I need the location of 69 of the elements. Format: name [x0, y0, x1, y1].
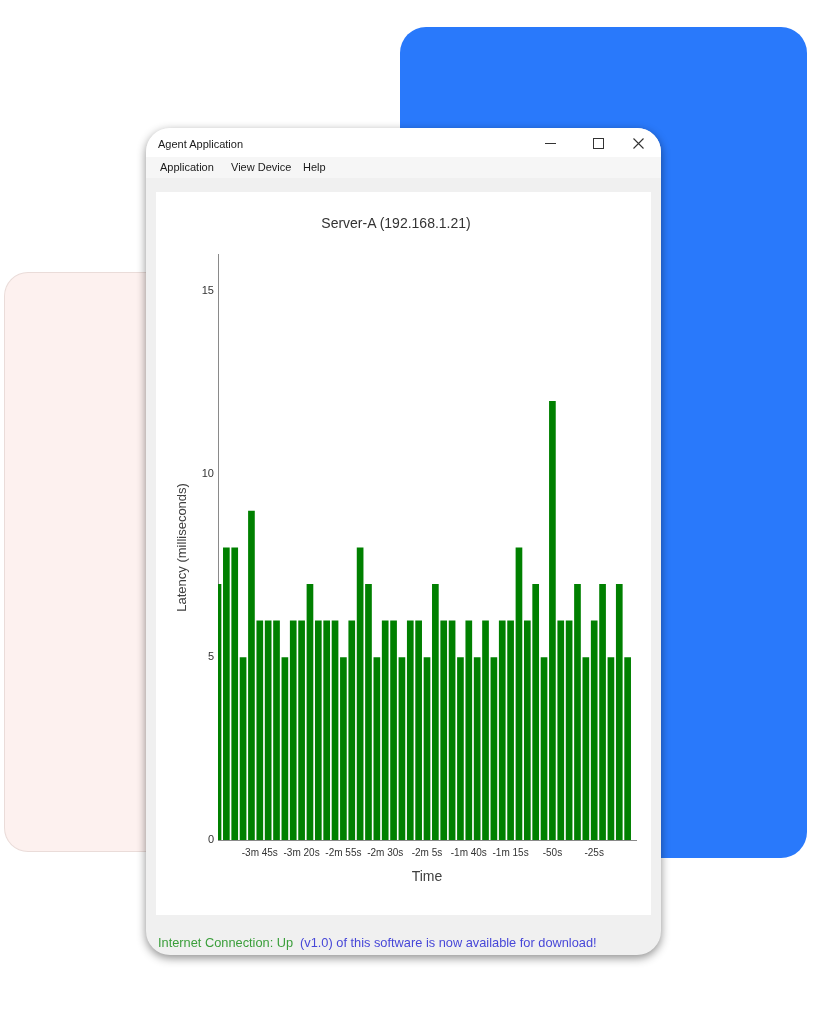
bar — [406, 620, 414, 840]
bar — [448, 620, 456, 840]
y-tick-label: 10 — [201, 467, 214, 480]
text: Application — [160, 160, 214, 174]
bar — [373, 657, 381, 840]
text: (v1.0) of this software is now available for download! — [300, 935, 597, 950]
bar — [498, 620, 506, 840]
bar — [440, 620, 448, 840]
bar — [306, 583, 314, 840]
bar — [432, 583, 439, 840]
bar — [565, 620, 573, 840]
bar — [482, 620, 489, 840]
bar — [239, 657, 247, 840]
x-tick-label: -3m 20s — [283, 846, 320, 858]
text: Help — [303, 160, 326, 174]
bar — [490, 657, 498, 840]
bar — [248, 510, 255, 840]
bar — [590, 620, 598, 840]
bar — [465, 620, 473, 840]
x-tick-label: -1m 15s — [492, 846, 529, 858]
bar — [356, 547, 364, 840]
x-tick-label: -3m 45s — [241, 846, 278, 858]
bar — [549, 401, 556, 840]
bar — [398, 657, 406, 840]
bar — [582, 657, 590, 840]
text: Agent Application — [158, 137, 244, 151]
bar — [532, 583, 540, 840]
y-tick-label: 5 — [207, 650, 214, 663]
text: Internet Connection: Up — [158, 935, 294, 950]
bar — [381, 620, 389, 840]
text: View Device — [231, 160, 292, 174]
bar — [607, 657, 615, 840]
x-tick-label: -25s — [584, 846, 604, 858]
y-axis-title: Latency (milliseconds) — [174, 483, 190, 612]
bar — [599, 583, 606, 840]
bar — [348, 620, 356, 840]
bar — [289, 620, 297, 840]
bar — [615, 583, 623, 840]
bar — [415, 620, 422, 840]
bar — [331, 620, 339, 840]
bar — [507, 620, 514, 840]
x-tick-label: -1m 40s — [450, 846, 487, 858]
x-tick-label: -2m 30s — [367, 846, 404, 858]
bar — [515, 547, 523, 840]
chart-title: Server-A (192.168.1.21) — [321, 215, 471, 232]
bar — [473, 657, 481, 840]
x-tick-label: -50s — [542, 846, 563, 858]
bar — [281, 657, 289, 840]
y-tick-label: 15 — [201, 284, 214, 297]
bar — [423, 657, 431, 840]
x-tick-label: -2m 5s — [411, 846, 443, 858]
bar — [365, 583, 372, 840]
bar — [264, 620, 272, 840]
y-tick-label: 0 — [207, 833, 214, 846]
bar — [574, 583, 581, 840]
bar — [340, 657, 347, 840]
bar — [231, 547, 239, 840]
bar — [523, 620, 531, 840]
bar — [298, 620, 305, 840]
bar — [540, 657, 548, 840]
bar — [457, 657, 464, 840]
x-tick-label: -2m 55s — [325, 846, 362, 858]
bar — [273, 620, 280, 840]
bar — [390, 620, 397, 840]
bar — [314, 620, 322, 840]
bar — [256, 620, 264, 840]
bar — [323, 620, 331, 840]
bar — [624, 657, 631, 840]
bar — [557, 620, 565, 840]
